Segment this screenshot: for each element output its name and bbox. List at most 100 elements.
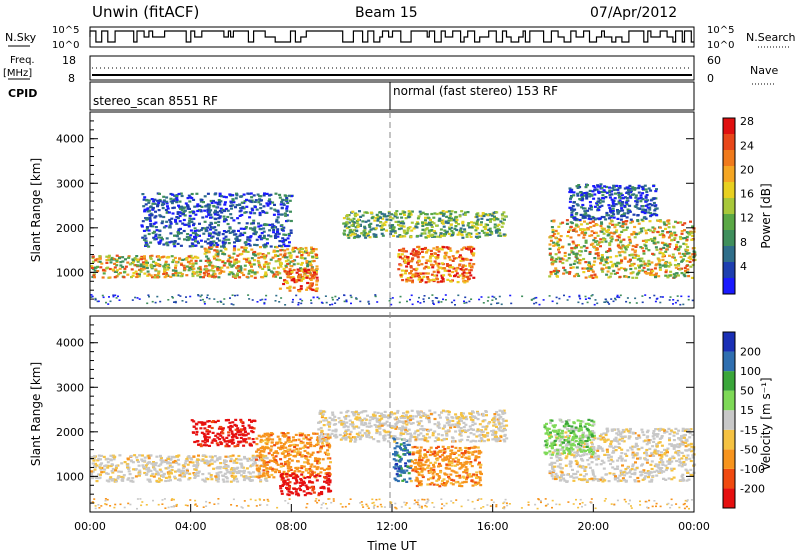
range-cell — [613, 226, 616, 228]
range-cell — [269, 235, 272, 237]
range-cell — [426, 451, 429, 453]
range-cell — [194, 240, 197, 242]
range-cell — [472, 277, 475, 279]
range-cell — [227, 419, 230, 421]
range-cell — [408, 453, 411, 455]
ground-cell — [284, 304, 286, 306]
range-cell — [244, 431, 247, 433]
range-cell — [148, 229, 151, 231]
range-cell — [227, 239, 230, 241]
range-cell — [265, 202, 268, 204]
range-cell — [151, 198, 154, 200]
range-cell — [169, 221, 172, 223]
range-cell — [584, 250, 587, 252]
ground-cell — [607, 302, 609, 304]
range-cell — [557, 244, 560, 246]
range-cell — [611, 220, 614, 222]
range-cell — [313, 260, 316, 262]
range-cell — [552, 231, 555, 233]
range-cell — [111, 470, 114, 472]
range-cell — [98, 477, 101, 479]
range-cell — [231, 433, 234, 435]
range-cell — [309, 456, 312, 458]
range-cell — [418, 215, 421, 217]
range-cell — [456, 267, 459, 269]
range-cell — [665, 271, 668, 273]
range-cell — [371, 217, 374, 219]
range-cell — [190, 260, 193, 262]
range-cell — [265, 469, 268, 471]
ground-cell — [578, 296, 580, 298]
ground-cell — [300, 303, 302, 305]
range-cell — [675, 234, 678, 236]
range-cell — [433, 275, 436, 277]
range-cell — [586, 268, 589, 270]
range-cell — [165, 261, 168, 263]
range-cell — [483, 226, 486, 228]
range-cell — [266, 441, 269, 443]
range-cell — [284, 212, 287, 214]
range-cell — [621, 251, 624, 253]
range-cell — [464, 214, 467, 216]
range-cell — [263, 205, 266, 207]
range-cell — [306, 442, 309, 444]
range-cell — [235, 478, 238, 480]
range-cell — [489, 220, 492, 222]
range-cell — [381, 224, 384, 226]
range-cell — [381, 213, 384, 215]
range-cell — [149, 242, 152, 244]
range-cell — [208, 264, 211, 266]
range-cell — [484, 228, 487, 230]
range-cell — [92, 256, 95, 258]
range-cell — [102, 269, 105, 271]
ground-cell — [175, 302, 177, 304]
ground-cell — [116, 297, 118, 299]
range-cell — [312, 274, 315, 276]
range-cell — [504, 215, 507, 217]
range-cell — [653, 242, 656, 244]
range-cell — [189, 211, 192, 213]
range-cell — [229, 232, 232, 234]
range-cell — [275, 271, 278, 273]
range-cell — [427, 217, 430, 219]
range-cell — [432, 217, 435, 219]
range-cell — [677, 274, 680, 276]
range-cell — [142, 205, 145, 207]
range-cell — [657, 241, 660, 243]
range-cell — [211, 442, 214, 444]
range-cell — [169, 479, 172, 481]
range-cell — [129, 473, 132, 475]
range-cell — [179, 201, 182, 203]
range-cell — [158, 214, 161, 216]
range-cell — [650, 272, 653, 274]
range-cell — [121, 266, 124, 268]
range-cell — [564, 269, 567, 271]
range-cell — [163, 268, 166, 270]
range-cell — [151, 214, 154, 216]
range-cell — [207, 258, 210, 260]
range-cell — [228, 193, 231, 195]
range-cell — [357, 226, 360, 228]
range-cell — [169, 462, 172, 464]
range-cell — [161, 204, 164, 206]
range-cell — [193, 206, 196, 208]
range-cell — [440, 281, 443, 283]
range-cell — [647, 269, 650, 271]
range-cell — [205, 460, 208, 462]
range-cell — [219, 462, 222, 464]
range-cell — [157, 241, 160, 243]
ground-cell — [137, 297, 139, 299]
range-cell — [226, 471, 229, 473]
range-cell — [642, 188, 645, 190]
range-cell — [283, 254, 286, 256]
range-cell — [653, 197, 656, 199]
range-cell — [316, 460, 319, 462]
range-cell — [418, 260, 421, 262]
range-cell — [248, 239, 251, 241]
range-cell — [208, 275, 211, 277]
range-cell — [270, 245, 273, 247]
range-cell — [120, 471, 123, 473]
range-cell — [628, 185, 631, 187]
range-cell — [316, 277, 319, 279]
ground-cell — [587, 302, 589, 304]
